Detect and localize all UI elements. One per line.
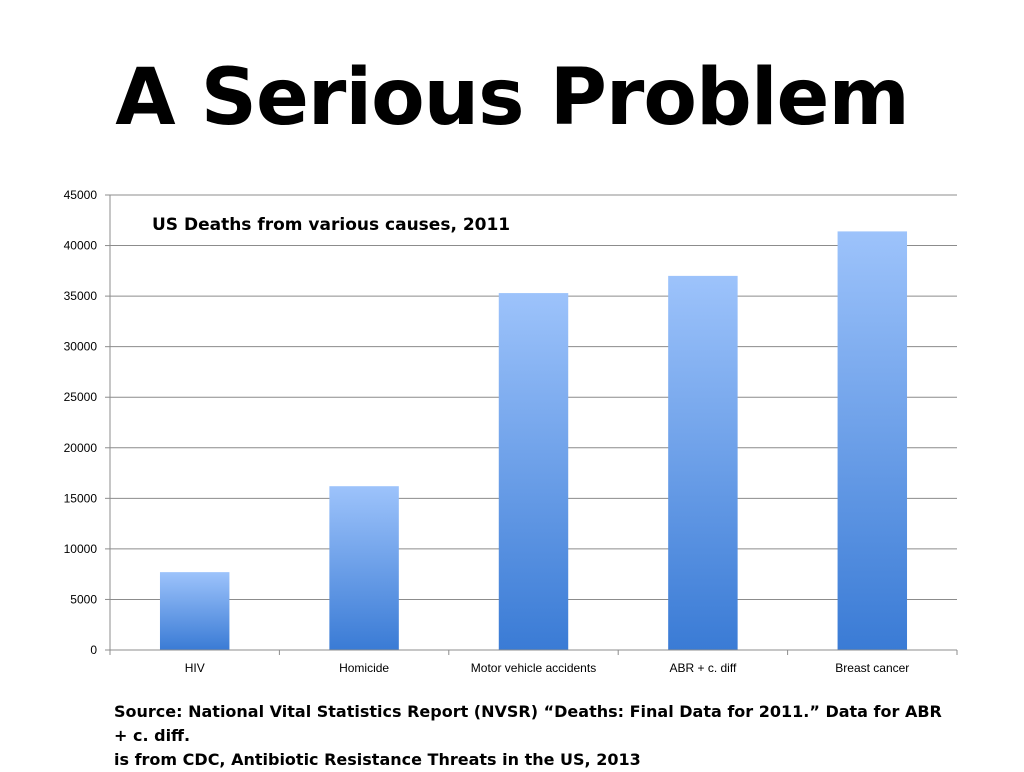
bar-breast-cancer	[837, 231, 908, 650]
slide-title: A Serious Problem	[115, 53, 909, 143]
x-tick-label: ABR + c. diff	[669, 661, 736, 675]
y-tick-label: 35000	[64, 289, 98, 303]
chart-title: US Deaths from various causes, 2011	[152, 215, 510, 235]
y-tick-label: 20000	[64, 441, 98, 455]
source-line-1: Source: National Vital Statistics Report…	[114, 702, 942, 745]
x-tick-label: Motor vehicle accidents	[471, 661, 596, 675]
y-tick-label: 45000	[64, 188, 98, 202]
x-tick-label: HIV	[185, 661, 205, 675]
bar-abr-c-diff	[668, 275, 738, 650]
x-tick-label: Breast cancer	[835, 661, 909, 675]
y-tick-label: 0	[90, 643, 97, 657]
bars	[159, 231, 908, 650]
axes	[105, 194, 958, 655]
y-tick-label: 5000	[70, 592, 97, 606]
tick-labels: 0 5000 10000 15000 20000 25000 30000 35000 40000…	[64, 188, 910, 675]
source-line-2: is from CDC, Antibiotic Resistance Threa…	[114, 750, 641, 769]
y-tick-label: 15000	[64, 491, 98, 505]
y-tick-label: 25000	[64, 390, 98, 404]
bar-hiv	[159, 572, 230, 650]
bar-motor-vehicle-accidents	[498, 293, 569, 650]
y-tick-label: 10000	[64, 542, 98, 556]
bar-homicide	[329, 486, 399, 650]
y-tick-label: 40000	[64, 239, 98, 253]
x-tick-label: Homicide	[339, 661, 389, 675]
source-note: Source: National Vital Statistics Report…	[114, 700, 954, 772]
y-tick-label: 30000	[64, 340, 98, 354]
